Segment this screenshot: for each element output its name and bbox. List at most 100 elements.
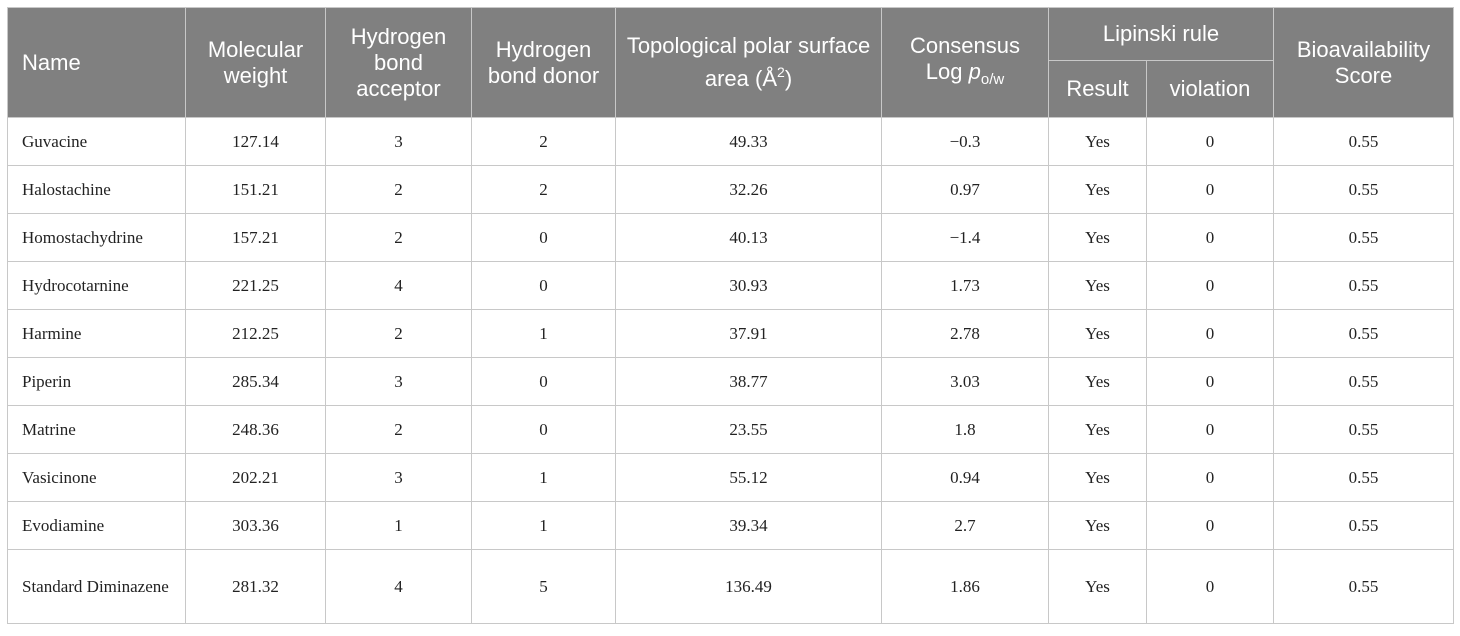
cell-lipinski-violation: 0 bbox=[1145, 501, 1275, 550]
header-tpsa-superscript: 2 bbox=[777, 64, 785, 80]
cell-tpsa: 49.33 bbox=[615, 117, 882, 166]
cell-consensus-logp: 0.97 bbox=[881, 165, 1049, 214]
header-result: Result bbox=[1048, 60, 1147, 118]
cell-bioavailability-score: 0.55 bbox=[1273, 309, 1455, 358]
cell-hydrogen-bond-acceptor: 2 bbox=[325, 405, 472, 454]
cell-molecular-weight: 151.21 bbox=[185, 165, 326, 214]
cell-name: Standard Diminazene bbox=[7, 549, 186, 624]
cell-name: Halostachine bbox=[7, 165, 186, 214]
cell-consensus-logp: 3.03 bbox=[881, 357, 1049, 406]
cell-hydrogen-bond-donor: 2 bbox=[471, 165, 616, 214]
cell-consensus-logp: 1.8 bbox=[881, 405, 1049, 454]
cell-lipinski-violation: 0 bbox=[1145, 309, 1275, 358]
cell-consensus-logp: −0.3 bbox=[881, 117, 1049, 166]
cell-tpsa: 38.77 bbox=[615, 357, 882, 406]
cell-bioavailability-score: 0.55 bbox=[1273, 357, 1455, 406]
cell-lipinski-violation: 0 bbox=[1145, 549, 1275, 624]
cell-lipinski-violation: 0 bbox=[1145, 357, 1275, 406]
cell-lipinski-result: Yes bbox=[1048, 165, 1147, 214]
cell-molecular-weight: 248.36 bbox=[185, 405, 326, 454]
cell-lipinski-violation: 0 bbox=[1145, 405, 1275, 454]
cell-tpsa: 40.13 bbox=[615, 213, 882, 262]
header-logp-subscript: o/w bbox=[980, 70, 1005, 88]
header-hydrogen-bond-acceptor: Hydrogen bond acceptor bbox=[325, 7, 472, 118]
cell-name: Vasicinone bbox=[7, 453, 186, 502]
cell-hydrogen-bond-acceptor: 2 bbox=[325, 213, 472, 262]
table-header: Name Molecular weight Hydrogen bond acce… bbox=[7, 7, 1455, 118]
cell-consensus-logp: 1.73 bbox=[881, 261, 1049, 310]
cell-lipinski-violation: 0 bbox=[1145, 165, 1275, 214]
cell-bioavailability-score: 0.55 bbox=[1273, 117, 1455, 166]
cell-hydrogen-bond-donor: 1 bbox=[471, 453, 616, 502]
cell-consensus-logp: 2.78 bbox=[881, 309, 1049, 358]
cell-hydrogen-bond-acceptor: 3 bbox=[325, 357, 472, 406]
header-molecular-weight: Molecular weight bbox=[185, 7, 326, 118]
cell-molecular-weight: 202.21 bbox=[185, 453, 326, 502]
cell-lipinski-result: Yes bbox=[1048, 261, 1147, 310]
cell-tpsa: 32.26 bbox=[615, 165, 882, 214]
cell-bioavailability-score: 0.55 bbox=[1273, 453, 1455, 502]
cell-bioavailability-score: 0.55 bbox=[1273, 501, 1455, 550]
cell-lipinski-violation: 0 bbox=[1145, 117, 1275, 166]
table-row: Piperin 285.34 3 0 38.77 3.03 Yes 0 0.55 bbox=[7, 357, 1455, 406]
table-row: Harmine 212.25 2 1 37.91 2.78 Yes 0 0.55 bbox=[7, 309, 1455, 358]
header-bioavailability-score: Bioavailability Score bbox=[1273, 7, 1455, 118]
cell-molecular-weight: 127.14 bbox=[185, 117, 326, 166]
table-row: Halostachine 151.21 2 2 32.26 0.97 Yes 0 0.55 bbox=[7, 165, 1455, 214]
header-hydrogen-bond-donor: Hydrogen bond donor bbox=[471, 7, 616, 118]
cell-consensus-logp: 2.7 bbox=[881, 501, 1049, 550]
header-name: Name bbox=[7, 7, 186, 118]
cell-hydrogen-bond-acceptor: 3 bbox=[325, 117, 472, 166]
cell-hydrogen-bond-acceptor: 3 bbox=[325, 453, 472, 502]
cell-hydrogen-bond-donor: 0 bbox=[471, 261, 616, 310]
cell-name: Homostachydrine bbox=[7, 213, 186, 262]
header-tpsa-close: ) bbox=[784, 66, 793, 91]
cell-molecular-weight: 157.21 bbox=[185, 213, 326, 262]
cell-name: Hydrocotarnine bbox=[7, 261, 186, 310]
table-row: Standard Diminazene 281.32 4 5 136.49 1.86 Yes… bbox=[7, 549, 1455, 624]
cell-lipinski-result: Yes bbox=[1048, 501, 1147, 550]
cell-name: Harmine bbox=[7, 309, 186, 358]
cell-hydrogen-bond-donor: 0 bbox=[471, 405, 616, 454]
cell-hydrogen-bond-acceptor: 2 bbox=[325, 165, 472, 214]
cell-lipinski-result: Yes bbox=[1048, 549, 1147, 624]
header-consensus-logp: Consensus Log po/w bbox=[881, 7, 1049, 118]
cell-hydrogen-bond-acceptor: 1 bbox=[325, 501, 472, 550]
header-lipinski-rule: Lipinski rule bbox=[1047, 7, 1275, 61]
cell-bioavailability-score: 0.55 bbox=[1273, 549, 1455, 624]
cell-molecular-weight: 212.25 bbox=[185, 309, 326, 358]
cell-consensus-logp: 0.94 bbox=[881, 453, 1049, 502]
cell-hydrogen-bond-donor: 0 bbox=[471, 357, 616, 406]
cell-name: Piperin bbox=[7, 357, 186, 406]
cell-name: Matrine bbox=[7, 405, 186, 454]
header-tpsa-text: Topological polar surface area (Å bbox=[626, 33, 871, 91]
table-row: Vasicinone 202.21 3 1 55.12 0.94 Yes 0 0.55 bbox=[7, 453, 1455, 502]
header-logp-line1: Consensus bbox=[909, 32, 1021, 58]
cell-lipinski-result: Yes bbox=[1048, 213, 1147, 262]
table-row: Matrine 248.36 2 0 23.55 1.8 Yes 0 0.55 bbox=[7, 405, 1455, 454]
cell-tpsa: 136.49 bbox=[615, 549, 882, 624]
cell-lipinski-result: Yes bbox=[1048, 453, 1147, 502]
cell-lipinski-result: Yes bbox=[1048, 357, 1147, 406]
cell-hydrogen-bond-donor: 1 bbox=[471, 309, 616, 358]
cell-bioavailability-score: 0.55 bbox=[1273, 165, 1455, 214]
cell-molecular-weight: 303.36 bbox=[185, 501, 326, 550]
cell-hydrogen-bond-donor: 2 bbox=[471, 117, 616, 166]
cell-tpsa: 30.93 bbox=[615, 261, 882, 310]
cell-tpsa: 37.91 bbox=[615, 309, 882, 358]
cell-hydrogen-bond-donor: 1 bbox=[471, 501, 616, 550]
cell-bioavailability-score: 0.55 bbox=[1273, 261, 1455, 310]
cell-hydrogen-bond-donor: 5 bbox=[471, 549, 616, 624]
cell-name: Evodiamine bbox=[7, 501, 186, 550]
cell-tpsa: 55.12 bbox=[615, 453, 882, 502]
cell-bioavailability-score: 0.55 bbox=[1273, 405, 1455, 454]
cell-consensus-logp: −1.4 bbox=[881, 213, 1049, 262]
cell-hydrogen-bond-donor: 0 bbox=[471, 213, 616, 262]
header-logp-p: p bbox=[968, 58, 981, 84]
table-row: Homostachydrine 157.21 2 0 40.13 −1.4 Yes 0 0.55 bbox=[7, 213, 1455, 262]
cell-lipinski-violation: 0 bbox=[1145, 453, 1275, 502]
cell-molecular-weight: 281.32 bbox=[185, 549, 326, 624]
cell-consensus-logp: 1.86 bbox=[881, 549, 1049, 624]
cell-lipinski-violation: 0 bbox=[1145, 261, 1275, 310]
table-row: Hydrocotarnine 221.25 4 0 30.93 1.73 Yes 0 0.55 bbox=[7, 261, 1455, 310]
